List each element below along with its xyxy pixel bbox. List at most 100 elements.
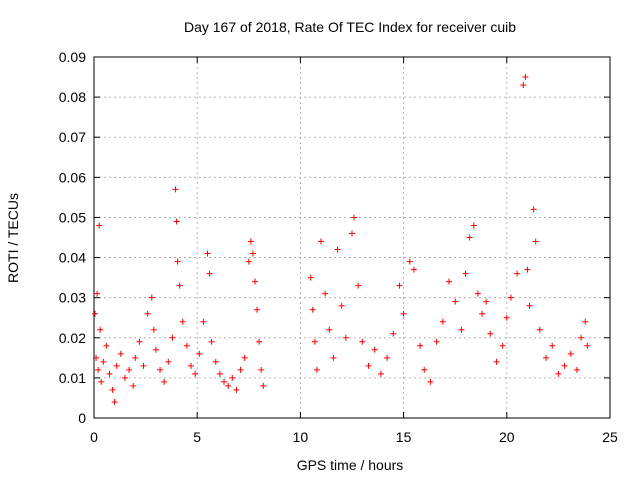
data-point — [483, 298, 490, 305]
data-point — [93, 354, 100, 361]
data-point — [522, 74, 529, 81]
data-point — [313, 366, 320, 373]
data-point — [113, 362, 120, 369]
data-point — [254, 306, 261, 313]
data-point — [530, 206, 537, 213]
data-point — [100, 358, 107, 365]
data-point — [371, 346, 378, 353]
data-point — [136, 338, 143, 345]
data-point — [221, 378, 228, 385]
data-point — [406, 258, 413, 265]
data-point — [256, 338, 263, 345]
ticks: 0 5 10 15 20 25 0 0.01 0.02 0.03 0.04 0.05 0.06 0.07 0… — [59, 49, 618, 445]
data-point — [225, 382, 232, 389]
data-point — [103, 342, 110, 349]
data-point — [462, 270, 469, 277]
data-point — [466, 234, 473, 241]
chart-title: Day 167 of 2018, Rate Of TEC Index for r… — [184, 19, 516, 35]
data-point — [169, 334, 176, 341]
data-point — [309, 306, 316, 313]
data-point — [188, 362, 195, 369]
y-tick-label: 0.07 — [59, 129, 86, 145]
data-point — [384, 354, 391, 361]
data-point — [326, 326, 333, 333]
data-point — [359, 338, 366, 345]
y-tick-label: 0.09 — [59, 49, 86, 65]
data-point — [126, 366, 133, 373]
data-point — [421, 366, 428, 373]
data-point — [249, 250, 256, 257]
y-axis-label: ROTI / TECUs — [5, 193, 21, 283]
data-point — [400, 310, 407, 317]
y-tick-label: 0.06 — [59, 169, 86, 185]
data-point — [95, 366, 102, 373]
data-point — [318, 238, 325, 245]
data-point — [247, 238, 254, 245]
data-point — [427, 378, 434, 385]
data-point — [342, 334, 349, 341]
data-point — [200, 318, 207, 325]
x-axis-label: GPS time / hours — [297, 457, 404, 473]
data-point — [452, 298, 459, 305]
data-point — [446, 278, 453, 285]
grid — [94, 57, 610, 418]
data-point — [567, 350, 574, 357]
y-tick-label: 0.04 — [59, 250, 86, 266]
data-point — [204, 250, 211, 257]
data-point — [351, 214, 358, 221]
data-point — [216, 370, 223, 377]
y-tick-label: 0.05 — [59, 209, 86, 225]
data-point — [307, 274, 314, 281]
data-point — [196, 350, 203, 357]
data-point — [237, 366, 244, 373]
data-point — [520, 82, 527, 89]
data-point — [355, 282, 362, 289]
data-point — [183, 342, 190, 349]
data-point — [212, 358, 219, 365]
data-point — [111, 398, 118, 405]
data-point — [96, 222, 103, 229]
data-point — [503, 314, 510, 321]
data-point — [410, 266, 417, 273]
data-point — [396, 282, 403, 289]
x-tick-label: 20 — [499, 429, 515, 445]
data-series — [92, 74, 591, 405]
data-point — [98, 378, 105, 385]
data-point — [92, 310, 99, 317]
data-point — [526, 302, 533, 309]
data-point — [507, 294, 514, 301]
data-point — [176, 282, 183, 289]
data-point — [390, 330, 397, 337]
data-point — [493, 358, 500, 365]
data-point — [365, 362, 372, 369]
data-point — [208, 338, 215, 345]
data-point — [109, 386, 116, 393]
data-point — [377, 370, 384, 377]
data-point — [117, 350, 124, 357]
data-point — [561, 362, 568, 369]
data-point — [487, 330, 494, 337]
data-point — [241, 354, 248, 361]
data-point — [311, 338, 318, 345]
x-tick-label: 15 — [396, 429, 412, 445]
x-tick-label: 25 — [602, 429, 618, 445]
data-point — [584, 342, 591, 349]
data-point — [140, 362, 147, 369]
data-point — [524, 266, 531, 273]
data-point — [233, 386, 240, 393]
data-point — [417, 342, 424, 349]
data-point — [470, 222, 477, 229]
data-point — [251, 278, 258, 285]
data-point — [106, 370, 113, 377]
data-point — [458, 326, 465, 333]
data-point — [479, 310, 486, 317]
plot-frame — [93, 56, 611, 419]
data-point — [161, 378, 168, 385]
x-tick-label: 0 — [90, 429, 98, 445]
data-point — [130, 382, 137, 389]
data-point — [174, 258, 181, 265]
data-point — [165, 358, 172, 365]
data-point — [555, 370, 562, 377]
data-point — [179, 318, 186, 325]
